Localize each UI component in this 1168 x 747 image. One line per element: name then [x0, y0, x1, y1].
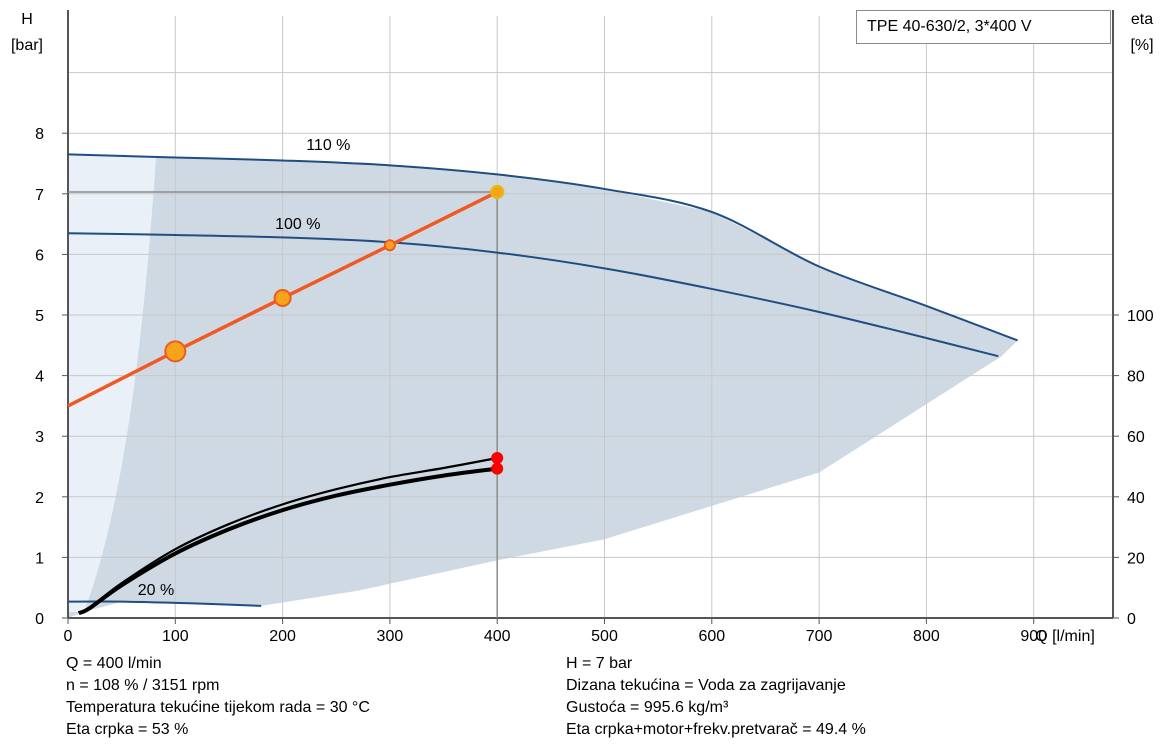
markers [164, 184, 505, 475]
y-right-tick-label: 60 [1127, 429, 1145, 446]
info-flow: Q = 400 l/min [66, 655, 162, 672]
pump-curve-20-percent [67, 600, 262, 607]
axis-labels: H [bar] eta [%] Q [l/min] [11, 11, 1154, 645]
info-liquid: Dizana tekućina = Voda za zagrijavanje [566, 677, 846, 694]
axes [67, 10, 1114, 619]
y-right-label-line1: eta [1131, 11, 1153, 28]
tick-labels: 0 100 200 300 400 500 600 700 800 900012345678020… [35, 126, 1154, 645]
chart-title-box: TPE 40-630/2, 3*400 V [856, 10, 1111, 44]
y-left-tick-label: 2 [35, 490, 44, 507]
y-left-label-line1: H [21, 11, 33, 28]
pump-curve-110-percent [67, 153, 1018, 342]
operating-region [68, 154, 1018, 618]
y-left-label-line2: [bar] [11, 37, 43, 54]
x-tick-label: 900 [1020, 628, 1047, 645]
x-tick-label: 700 [806, 628, 833, 645]
info-total-efficiency: Eta crpka+motor+frekv.pretvarač = 49.4 % [566, 721, 866, 738]
y-left-tick-label: 5 [35, 308, 44, 325]
system-curve-point [273, 289, 292, 308]
info-pump-efficiency: Eta crpka = 53 % [66, 721, 189, 738]
y-left-tick-label: 7 [35, 187, 44, 204]
y-left-tick-label: 8 [35, 126, 44, 143]
y-right-tick-label: 0 [1127, 611, 1136, 628]
y-right-tick-label: 40 [1127, 490, 1145, 507]
info-left: Q = 400 l/min n = 108 % / 3151 rpm Tempe… [66, 653, 370, 741]
y-left-tick-label: 0 [35, 611, 44, 628]
x-tick-label: 800 [913, 628, 940, 645]
x-tick-label: 100 [162, 628, 189, 645]
x-tick-label: 400 [484, 628, 511, 645]
system-curve-point [164, 340, 187, 363]
y-left-tick-label: 1 [35, 550, 44, 567]
pump-curve-label: 110 % [306, 137, 350, 154]
x-tick-label: 200 [269, 628, 296, 645]
info-temperature: Temperatura tekućine tijekom rada = 30 °… [66, 699, 370, 716]
pump-efficiency-duty-marker [491, 452, 504, 465]
y-right-tick-label: 20 [1127, 550, 1145, 567]
y-left-tick-label: 4 [35, 369, 44, 386]
y-right-label-line2: [%] [1130, 37, 1153, 54]
total-efficiency-curve [77, 466, 498, 616]
info-density: Gustoća = 995.6 kg/m³ [566, 699, 729, 716]
x-tick-label: 500 [591, 628, 618, 645]
info-right: H = 7 bar Dizana tekućina = Voda za zagr… [566, 653, 866, 741]
pump-curve-label: 20 % [138, 582, 174, 599]
info-head: H = 7 bar [566, 655, 633, 672]
y-left-tick-label: 3 [35, 429, 44, 446]
x-tick-label: 0 [64, 628, 73, 645]
x-axis-label: Q [l/min] [1035, 628, 1095, 645]
x-tick-label: 300 [377, 628, 404, 645]
operating-regions [68, 154, 1018, 618]
pump-curve-100-percent [67, 232, 999, 358]
pump-performance-chart: 0 100 200 300 400 500 600 700 800 900012345678020… [11, 10, 1154, 645]
system-curve-point [383, 239, 396, 252]
total-efficiency-duty-marker [491, 462, 504, 475]
x-tick-label: 600 [698, 628, 725, 645]
y-right-tick-label: 100 [1127, 308, 1154, 325]
operating-point-marker [490, 184, 505, 199]
y-right-tick-label: 80 [1127, 369, 1145, 386]
info-speed: n = 108 % / 3151 rpm [66, 677, 220, 694]
pump-curve-label: 100 % [275, 216, 320, 233]
y-left-tick-label: 6 [35, 247, 44, 264]
